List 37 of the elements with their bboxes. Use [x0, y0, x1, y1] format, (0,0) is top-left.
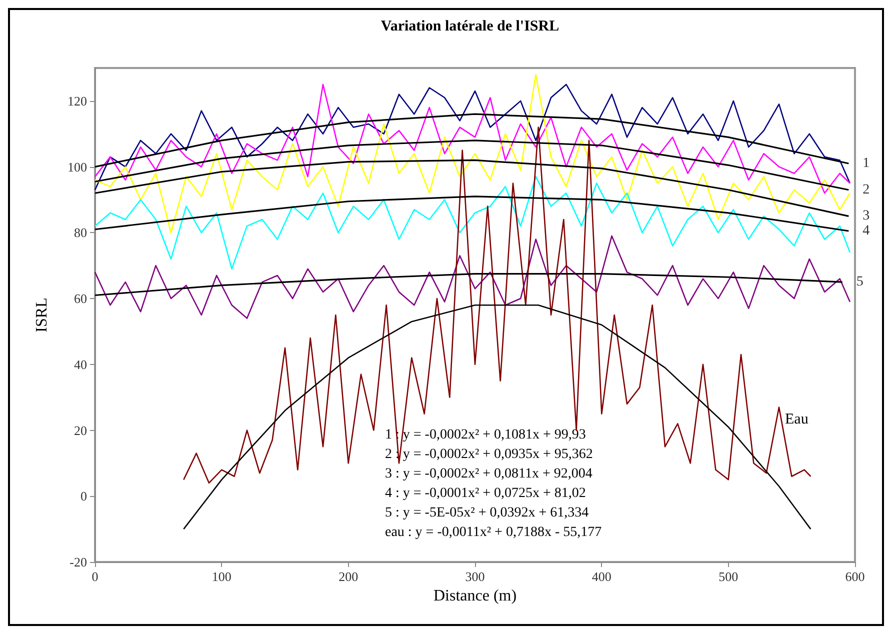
y-axis-title: ISRL: [34, 298, 50, 332]
line-series: [94, 159, 850, 217]
annotation: 4 : y = -0,0001x² + 0,0725x + 81,02: [385, 486, 586, 501]
annotation: 3 : y = -0,0002x² + 0,0811x + 92,004: [384, 466, 592, 482]
annotation: eau : y = -0,0011x² + 0,7188x - 55,177: [384, 525, 602, 540]
y-tick-label: 40: [74, 356, 87, 372]
series-label: 4: [862, 224, 870, 239]
line-series: [94, 235, 851, 319]
x-tick-label: 300: [465, 569, 485, 584]
line-series: [94, 140, 850, 191]
line-series: [183, 126, 812, 484]
line-series: [94, 74, 851, 234]
x-tick-label: 500: [718, 569, 738, 584]
y-tick-label: 0: [80, 488, 87, 504]
y-tick-label: 120: [68, 93, 87, 108]
x-tick-label: 400: [592, 569, 612, 584]
line-series: [94, 273, 844, 296]
line-series: [94, 113, 850, 168]
y-tick-label: -20: [70, 554, 87, 570]
y-tick-label: 20: [74, 422, 87, 438]
line-series: [94, 176, 851, 270]
line-series: [94, 196, 850, 232]
y-tick-label: 100: [68, 159, 87, 174]
y-tick-label: 80: [74, 225, 87, 240]
x-tick-label: 100: [212, 569, 232, 584]
annotation: 5 : y = -5E-05x² + 0,0392x + 61,334: [384, 506, 589, 520]
chart-title: Variation latérale de l'ISRL: [380, 18, 560, 34]
y-tick-label: 60: [74, 291, 87, 306]
x-axis-title: Distance (m): [433, 587, 517, 604]
x-tick-label: 0: [92, 569, 98, 584]
series-label: 3: [862, 208, 870, 224]
series-label: 5: [856, 274, 864, 290]
x-tick-label: 600: [845, 569, 865, 584]
annotation: Eau: [785, 412, 809, 428]
series-label: 1: [862, 156, 870, 172]
series-label: 2: [862, 182, 870, 198]
x-tick-label: 200: [338, 569, 358, 584]
